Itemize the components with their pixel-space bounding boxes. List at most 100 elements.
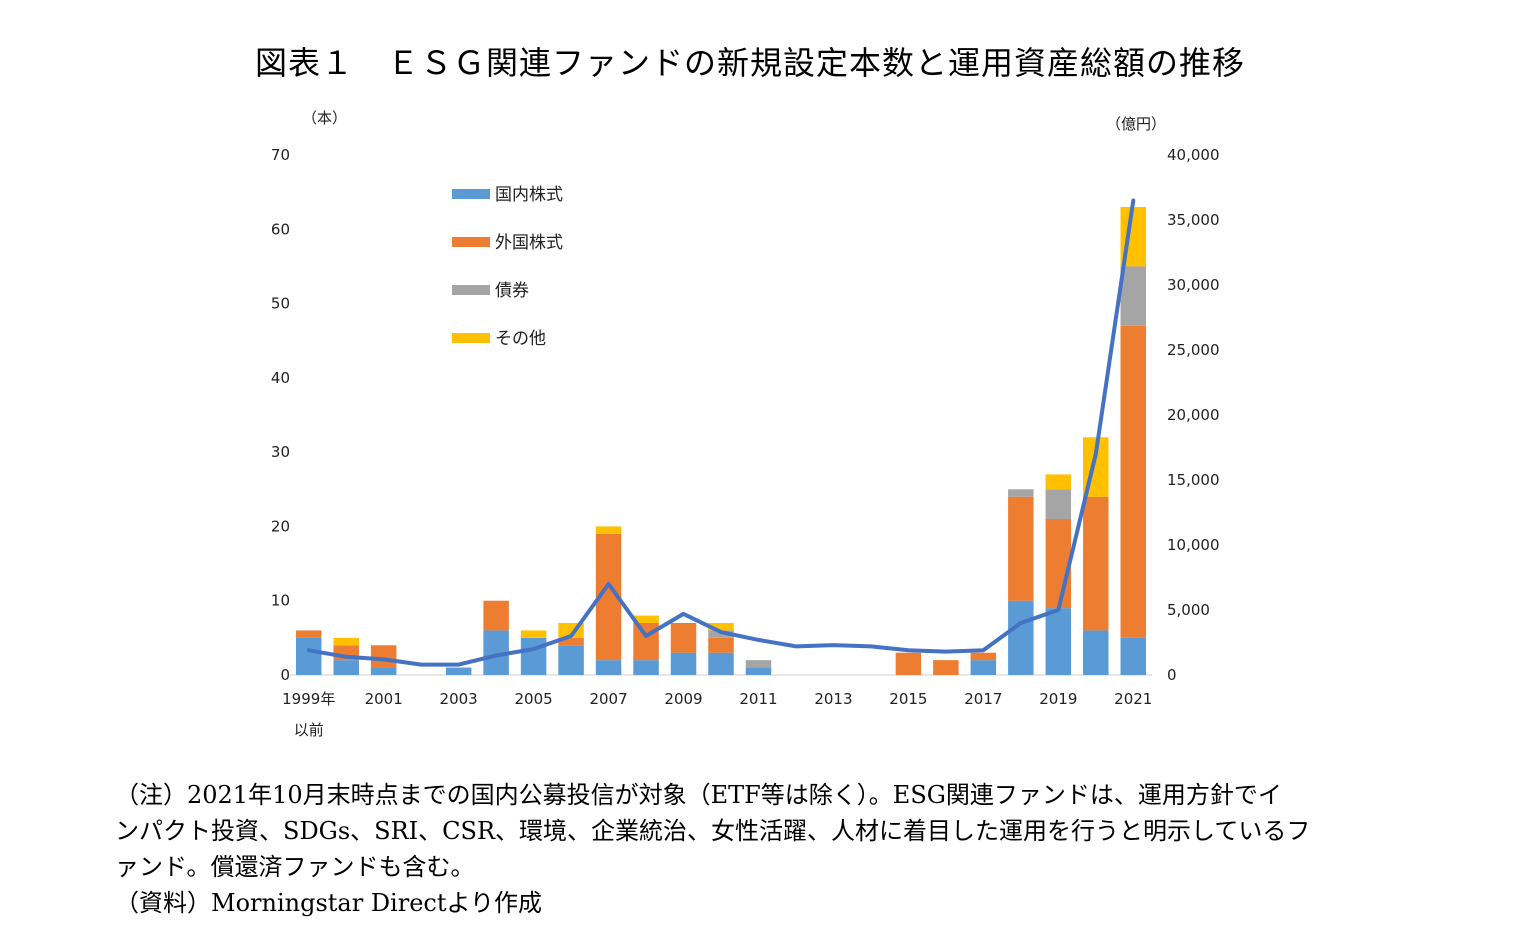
x-tick-label: 2005	[515, 690, 553, 708]
bar-segment	[895, 652, 922, 675]
note-line-1: （注）2021年10月末時点までの国内公募投信が対象（ETF等は除く）。ESG関…	[115, 781, 1282, 809]
bar-segment	[333, 637, 359, 646]
bar-segment	[558, 645, 584, 675]
right-tick-label: 25,000	[1167, 341, 1220, 359]
x-tick-line: 2007	[589, 690, 627, 708]
x-tick-line: 1999年	[282, 690, 335, 708]
right-tick-label: 30,000	[1167, 276, 1220, 294]
x-tick-line: 2011	[739, 690, 777, 708]
right-tick-label: 10,000	[1167, 536, 1220, 554]
bar-segment	[933, 660, 959, 675]
bar-segment	[708, 623, 734, 631]
chart-title: 図表１ ＥＳＧ関連ファンドの新規設定本数と運用資産総額の推移	[254, 44, 1245, 82]
bar-segment	[370, 667, 397, 675]
right-tick-label: 15,000	[1167, 471, 1220, 489]
bar-segment	[520, 630, 547, 638]
legend-label: 外国株式	[495, 233, 563, 253]
bar-segment	[1120, 266, 1147, 326]
right-tick-label: 0	[1167, 666, 1177, 684]
left-axis-ticks: 0 10 20 30 40 50 60 70	[271, 146, 290, 684]
x-tick-line: 2013	[814, 690, 852, 708]
note-line-2: ンパクト投資、SDGs、SRI、CSR、環境、企業統治、女性活躍、人材に着目した…	[115, 817, 1311, 845]
x-tick-label: 2015	[889, 690, 927, 708]
x-tick-line: 2019	[1039, 690, 1077, 708]
bar-segment	[708, 630, 734, 638]
legend-swatch	[452, 285, 490, 295]
x-tick-line: 2005	[515, 690, 553, 708]
x-tick-label: 2019	[1039, 690, 1077, 708]
bar-segment	[520, 637, 547, 675]
bar-segment	[708, 652, 734, 675]
x-tick-label: 2017	[964, 690, 1002, 708]
bar-segment	[370, 645, 397, 668]
x-tick-line: 2021	[1114, 690, 1152, 708]
bar-segment	[445, 667, 472, 675]
legend-label: 国内株式	[495, 185, 563, 205]
bar-segment	[483, 600, 509, 631]
right-tick-label: 5,000	[1167, 601, 1210, 619]
aum-line	[306, 198, 1136, 667]
right-axis-unit: （億円）	[1106, 115, 1166, 133]
bar-segment	[1045, 608, 1072, 675]
bar-segment	[1008, 600, 1034, 675]
bar-segment	[1120, 637, 1147, 675]
x-tick-label: 2013	[814, 690, 852, 708]
legend-swatch	[452, 333, 490, 343]
bar-segment	[633, 660, 659, 675]
x-tick-label: 2009	[664, 690, 702, 708]
bar-segment	[1008, 496, 1034, 601]
left-tick-label: 50	[271, 295, 290, 313]
left-tick-label: 10	[271, 592, 290, 610]
bar-segment	[595, 660, 622, 675]
x-tick-line: 2003	[440, 690, 478, 708]
bar-segment	[295, 630, 322, 638]
right-tick-label: 20,000	[1167, 406, 1220, 424]
x-tick-label: 2003	[440, 690, 478, 708]
bar-segment	[1083, 496, 1109, 631]
left-tick-label: 60	[271, 220, 290, 238]
x-tick-line: 2001	[365, 690, 403, 708]
legend-swatch	[452, 189, 490, 199]
line-series-group	[306, 198, 1136, 667]
x-axis-ticks: 1999年以前 2001 2003 2005 2007 2009 2011 2013 2015 2…	[282, 690, 1152, 739]
bar-segment	[1045, 519, 1072, 609]
x-tick-label: 2021	[1114, 690, 1152, 708]
chart-canvas: （本） （億円） 0 10 20 30 40 50 60 70 0 5,000 10,000 15,…	[271, 109, 1220, 739]
right-tick-label: 40,000	[1167, 146, 1220, 164]
bar-segment	[295, 637, 322, 675]
x-tick-line: 2017	[964, 690, 1002, 708]
bar-segment	[1045, 489, 1072, 519]
bars-group	[295, 207, 1147, 675]
left-tick-label: 20	[271, 517, 290, 535]
legend-label: 債券	[495, 281, 529, 301]
x-tick-label: 2007	[589, 690, 627, 708]
bar-segment	[745, 667, 772, 675]
x-tick-line: 以前	[294, 721, 324, 739]
bar-segment	[633, 615, 659, 623]
bar-segment	[670, 623, 697, 653]
right-axis-ticks: 0 5,000 10,000 15,000 20,000 25,000 30,000 35,0…	[1167, 146, 1220, 684]
notes-block: （注）2021年10月末時点までの国内公募投信が対象（ETF等は除く）。ESG関…	[115, 777, 1405, 921]
bar-segment	[1083, 630, 1109, 675]
x-tick-line: 2009	[664, 690, 702, 708]
source-note: （資料）Morningstar Directより作成	[115, 889, 543, 917]
bar-segment	[558, 637, 584, 646]
bar-segment	[1120, 325, 1147, 638]
left-tick-label: 0	[280, 666, 290, 684]
bar-segment	[670, 652, 697, 675]
left-tick-label: 30	[271, 443, 290, 461]
left-tick-label: 40	[271, 369, 290, 387]
right-tick-label: 35,000	[1167, 211, 1220, 229]
x-tick-label: 1999年以前	[282, 690, 335, 739]
note-line-3: ァンド。償還済ファンドも含む。	[115, 853, 475, 881]
legend-swatch	[452, 237, 490, 247]
bar-segment	[708, 637, 734, 653]
x-tick-label: 2011	[739, 690, 777, 708]
left-tick-label: 70	[271, 146, 290, 164]
legend-label: その他	[495, 329, 546, 349]
left-axis-unit: （本）	[302, 109, 347, 127]
bar-segment	[1045, 474, 1072, 490]
bar-segment	[1008, 489, 1034, 497]
bar-segment	[970, 660, 997, 675]
